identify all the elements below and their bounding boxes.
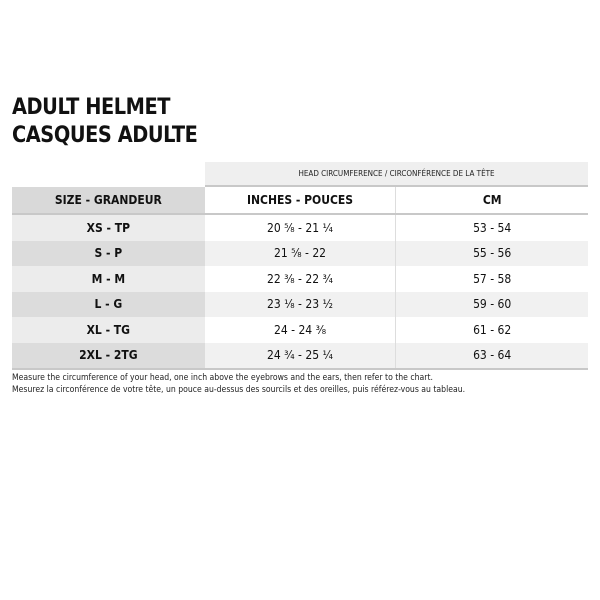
- size-cell: XL - TG: [12, 317, 205, 343]
- table-row: XS - TP 20 ⁵⁄₈ - 21 ¹⁄₄ 53 - 54: [12, 215, 589, 241]
- size-cell: M - M: [12, 266, 205, 292]
- title-english: ADULT HELMET: [12, 95, 171, 120]
- column-header: CM: [396, 187, 589, 213]
- size-cell: XS - TP: [12, 215, 205, 241]
- inches-cell: 20 ⁵⁄₈ - 21 ¹⁄₄: [204, 215, 397, 241]
- size-cell: L - G: [12, 291, 205, 317]
- inches-cell: 24 ³⁄₄ - 25 ¹⁄₄: [204, 342, 397, 368]
- table-row: M - M 22 ³⁄₈ - 22 ³⁄₄ 57 - 58: [12, 266, 589, 292]
- column-header: SIZE - GRANDEUR: [12, 187, 205, 213]
- cm-cell: 63 - 64: [396, 342, 589, 368]
- table-row: XL - TG 24 - 24 ³⁄₈ 61 - 62: [12, 317, 589, 343]
- cm-cell: 57 - 58: [396, 266, 589, 292]
- inches-cell: 24 - 24 ³⁄₈: [204, 317, 397, 343]
- table-row: S - P 21 ⁵⁄₈ - 22 55 - 56: [12, 240, 589, 266]
- size-chart-table: HEAD CIRCUMFERENCE / CIRCONFÉRENCE DE LA…: [12, 162, 589, 370]
- title-french: CASQUES ADULTE: [12, 123, 198, 148]
- table-row: L - G 23 ¹⁄₈ - 23 ¹⁄₂ 59 - 60: [12, 291, 589, 317]
- note-english: Measure the circumference of your head, …: [12, 373, 433, 383]
- page-title: ADULT HELMET CASQUES ADULTE: [12, 94, 198, 150]
- group-header: HEAD CIRCUMFERENCE / CIRCONFÉRENCE DE LA…: [205, 162, 588, 187]
- inches-cell: 21 ⁵⁄₈ - 22: [204, 240, 397, 266]
- size-cell: S - P: [12, 240, 205, 266]
- inches-cell: 22 ³⁄₈ - 22 ³⁄₄: [204, 266, 397, 292]
- cm-cell: 53 - 54: [396, 215, 589, 241]
- column-header: INCHES - POUCES: [204, 187, 397, 213]
- cm-cell: 55 - 56: [396, 240, 589, 266]
- cm-cell: 59 - 60: [396, 291, 589, 317]
- size-cell: 2XL - 2TG: [12, 342, 205, 368]
- header-row: SIZE - GRANDEUR INCHES - POUCES CM: [12, 187, 589, 215]
- measurement-note: Measure the circumference of your head, …: [12, 372, 465, 396]
- note-french: Mesurez la circonférence de votre tête, …: [12, 385, 466, 395]
- cm-cell: 61 - 62: [396, 317, 589, 343]
- table-row: 2XL - 2TG 24 ³⁄₄ - 25 ¹⁄₄ 63 - 64: [12, 342, 589, 370]
- inches-cell: 23 ¹⁄₈ - 23 ¹⁄₂: [204, 291, 397, 317]
